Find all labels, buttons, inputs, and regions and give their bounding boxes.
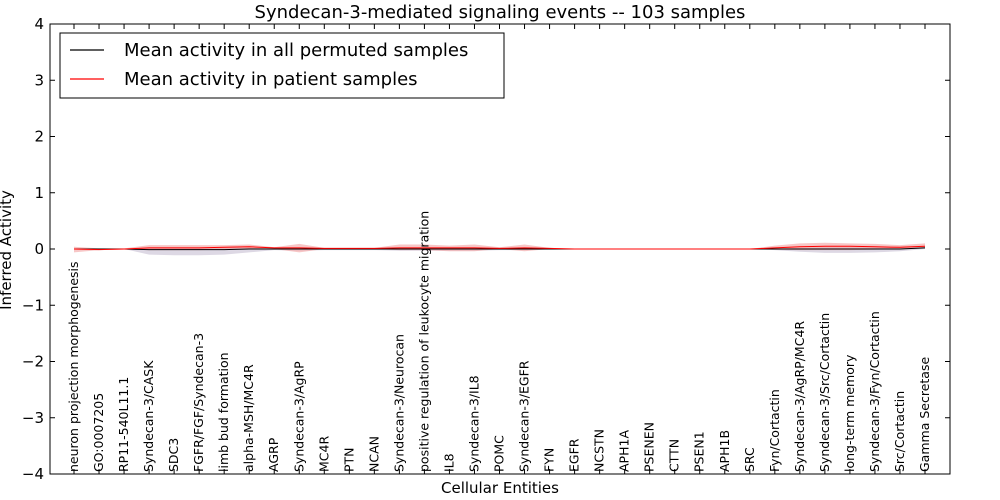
x-tick-label: Syndecan-3/CASK: [141, 360, 156, 472]
y-axis: −4 −3 −2 −1 0 1 2 3 4: [22, 15, 950, 483]
chart-title: Syndecan-3-mediated signaling events -- …: [255, 2, 746, 23]
x-tick-label: PSENEN: [642, 422, 657, 472]
line-series-1: [74, 247, 926, 251]
x-tick-label: NCAN: [366, 436, 381, 472]
x-tick-label: long-term memory: [842, 354, 857, 472]
legend-entry-2: Mean activity in patient samples: [124, 69, 418, 90]
legend-entry-1: Mean activity in all permuted samples: [124, 40, 468, 61]
x-tick-label: IL8: [441, 453, 456, 472]
x-tick-label: APH1A: [617, 430, 632, 472]
x-tick-label: PSEN1: [692, 431, 707, 472]
y-tick-label: −3: [22, 409, 44, 427]
x-tick-label: Syndecan-3/AgRP: [291, 361, 306, 472]
y-tick-label: 1: [34, 184, 44, 202]
x-tick-label: limb bud formation: [216, 352, 231, 472]
x-tick-label: Syndecan-3/IL8: [467, 375, 482, 472]
x-tick-label: SDC3: [166, 438, 181, 472]
x-tick-label: Gamma Secretase: [917, 357, 932, 472]
legend: Mean activity in all permuted samples Mea…: [59, 32, 505, 99]
x-tick-label: neuron projection morphogenesis: [66, 261, 81, 472]
x-tick-label: FYN: [542, 448, 557, 472]
x-tick-label: GO:0007205: [91, 393, 106, 472]
x-tick-label: Src/Cortactin: [892, 391, 907, 472]
y-tick-label: 2: [34, 128, 44, 146]
x-tick-label: SRC: [742, 447, 757, 472]
x-tick-label: positive regulation of leukocyte migrati…: [416, 211, 431, 472]
x-tick-label: FGFR/FGF/Syndecan-3: [191, 333, 206, 472]
x-tick-label: Syndecan-3/AgRP/MC4R: [792, 321, 807, 472]
x-tick-label: PTN: [341, 447, 356, 472]
x-tick-label: POMC: [492, 435, 507, 472]
x-tick-label: Syndecan-3/Src/Cortactin: [817, 313, 832, 472]
y-tick-label: −2: [22, 353, 44, 371]
x-tick-label: Syndecan-3/Neurocan: [391, 334, 406, 472]
x-tick-label: MC4R: [316, 436, 331, 472]
x-tick-label: RP11-540L11.1: [116, 377, 131, 472]
y-tick-label: 3: [34, 71, 44, 89]
x-tick-label: EGFR: [567, 438, 582, 472]
x-tick-label: CTTN: [667, 439, 682, 472]
x-tick-label: Syndecan-3/Fyn/Cortactin: [867, 311, 882, 472]
x-tick-label: AGRP: [266, 437, 281, 472]
y-axis-label: Inferred Activity: [0, 190, 15, 310]
x-tick-label: alpha-MSH/MC4R: [241, 364, 256, 472]
y-tick-label: 4: [34, 15, 44, 33]
legend-box: [59, 32, 505, 99]
series-lines: [73, 245, 926, 251]
x-tick-label: APH1B: [717, 430, 732, 472]
x-axis-label: Cellular Entities: [441, 479, 559, 497]
x-tick-label: NCSTN: [592, 429, 607, 472]
band-series-2: [74, 242, 925, 253]
y-tick-label: 0: [34, 240, 44, 258]
y-tick-label: −4: [22, 465, 44, 483]
y-tick-label: −1: [22, 296, 44, 314]
x-axis: neuron projection morphogenesis GO:000720…: [66, 24, 932, 474]
x-tick-label: Fyn/Cortactin: [767, 389, 782, 472]
x-tick-label: Syndecan-3/EGFR: [517, 360, 532, 472]
line-series-2: [73, 245, 926, 251]
